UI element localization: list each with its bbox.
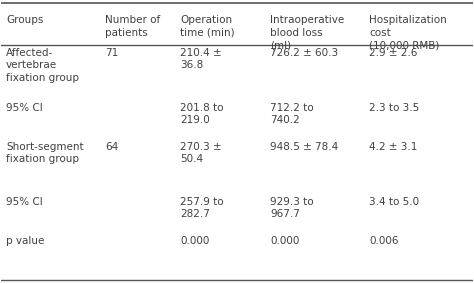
Text: 929.3 to
967.7: 929.3 to 967.7 — [270, 197, 314, 219]
Text: Groups: Groups — [6, 15, 44, 26]
Text: 210.4 ±
36.8: 210.4 ± 36.8 — [181, 48, 222, 70]
Text: 64: 64 — [105, 142, 118, 152]
Text: 71: 71 — [105, 48, 118, 58]
Text: Affected-
vertebrae
fixation group: Affected- vertebrae fixation group — [6, 48, 79, 83]
Text: Number of
patients: Number of patients — [105, 15, 160, 38]
Text: 0.000: 0.000 — [181, 236, 210, 246]
Text: 95% CI: 95% CI — [6, 103, 43, 113]
Text: 201.8 to
219.0: 201.8 to 219.0 — [181, 103, 224, 125]
Text: p value: p value — [6, 236, 45, 246]
Text: 270.3 ±
50.4: 270.3 ± 50.4 — [181, 142, 222, 164]
Text: 2.3 to 3.5: 2.3 to 3.5 — [369, 103, 419, 113]
Text: 726.2 ± 60.3: 726.2 ± 60.3 — [270, 48, 338, 58]
Text: 3.4 to 5.0: 3.4 to 5.0 — [369, 197, 419, 207]
Text: 2.9 ± 2.6: 2.9 ± 2.6 — [369, 48, 417, 58]
Text: 712.2 to
740.2: 712.2 to 740.2 — [270, 103, 314, 125]
Text: 948.5 ± 78.4: 948.5 ± 78.4 — [270, 142, 338, 152]
Text: Hospitalization
cost
(10,000 RMB): Hospitalization cost (10,000 RMB) — [369, 15, 447, 50]
Text: Short-segment
fixation group: Short-segment fixation group — [6, 142, 84, 164]
Text: 257.9 to
282.7: 257.9 to 282.7 — [181, 197, 224, 219]
Text: Intraoperative
blood loss
(ml): Intraoperative blood loss (ml) — [270, 15, 344, 50]
Text: 0.006: 0.006 — [369, 236, 399, 246]
Text: 95% CI: 95% CI — [6, 197, 43, 207]
Text: 4.2 ± 3.1: 4.2 ± 3.1 — [369, 142, 417, 152]
Text: Operation
time (min): Operation time (min) — [181, 15, 235, 38]
Text: 0.000: 0.000 — [270, 236, 300, 246]
